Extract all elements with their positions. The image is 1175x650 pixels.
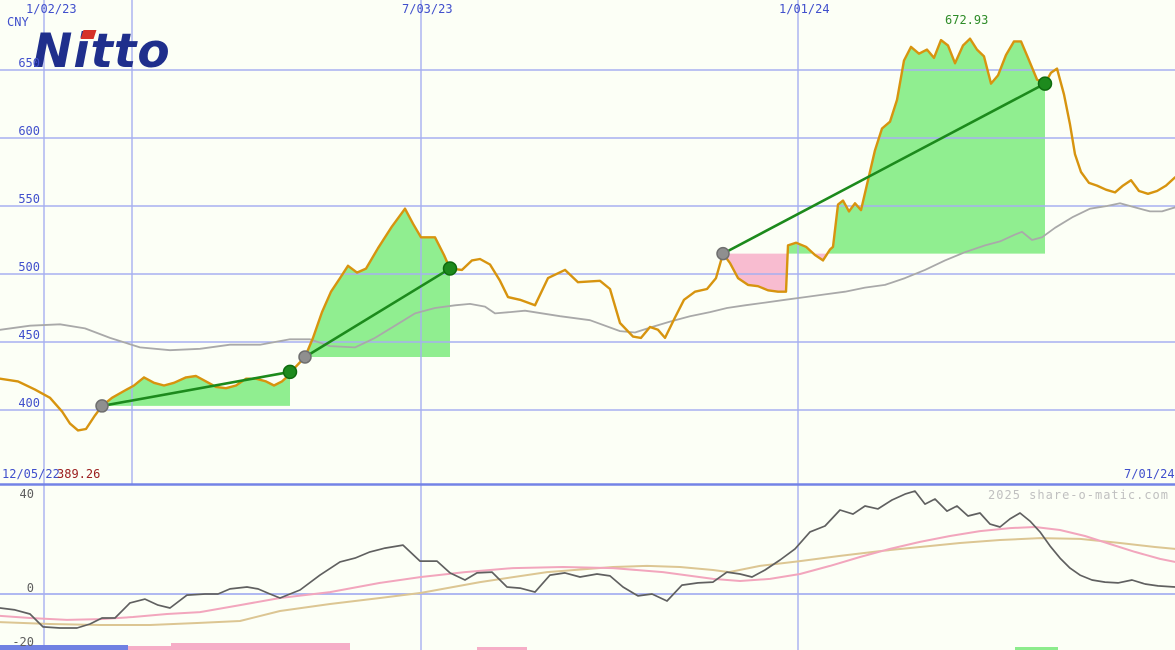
range-end-date-label: 7/01/24 [1124,467,1175,481]
price-axis-tick-label: 500 [18,260,40,274]
price-axis-tick-label: 450 [18,328,40,342]
oscillator-bottom-bar [171,643,350,650]
gain-fill-area [827,38,1045,254]
loss-fill-area [723,253,788,292]
oscillator-bottom-bar [477,647,527,650]
price-axis-tick-label: 600 [18,124,40,138]
max-price-label: 672.93 [945,13,989,27]
watermark: 2025 share-o-matic.com [988,488,1169,502]
x-axis-label-2: 7/03/23 [402,2,453,16]
x-axis-label-3: 1/01/24 [779,2,830,16]
trend-line [101,370,291,408]
trend-end-dot [442,261,458,276]
gain-fill-area [787,242,814,254]
min-price-label: 389.26 [57,467,101,481]
trend-start-dot [298,350,312,364]
price-axis-tick-label: 550 [18,192,40,206]
oscillator-axis-tick-label: 0 [26,581,34,595]
trend-line [722,82,1046,255]
price-axis-tick-label: 650 [18,56,40,70]
moving-average-line [0,202,1175,352]
logo-text: Nitto [33,24,171,79]
gain-fill-area [305,208,450,357]
trend-line [304,267,451,359]
oscillator-bottom-bar [0,645,128,650]
range-start-date-label: 12/05/22 [2,467,60,481]
oscillator-axis-tick-label: -20 [12,635,34,649]
nitto-logo: Nitto [33,24,203,80]
trend-end-dot [1037,76,1053,91]
trend-start-dot [716,246,730,261]
currency-label: CNY [7,15,29,29]
oscillator-axis-tick-label: 40 [19,487,34,501]
oscillator-bottom-bar [1015,647,1058,650]
oscillator-signal-pink-line [0,526,1175,621]
oscillator-signal-tan-line [0,537,1175,626]
price-axis-tick-label: 400 [18,396,40,410]
oscillator-main-line [0,490,1175,629]
oscillator-bottom-bar [128,646,171,650]
price-line [0,37,1175,432]
trend-end-dot [282,364,298,380]
trend-start-dot [95,399,109,413]
x-axis-label-1: 1/02/23 [26,2,77,16]
